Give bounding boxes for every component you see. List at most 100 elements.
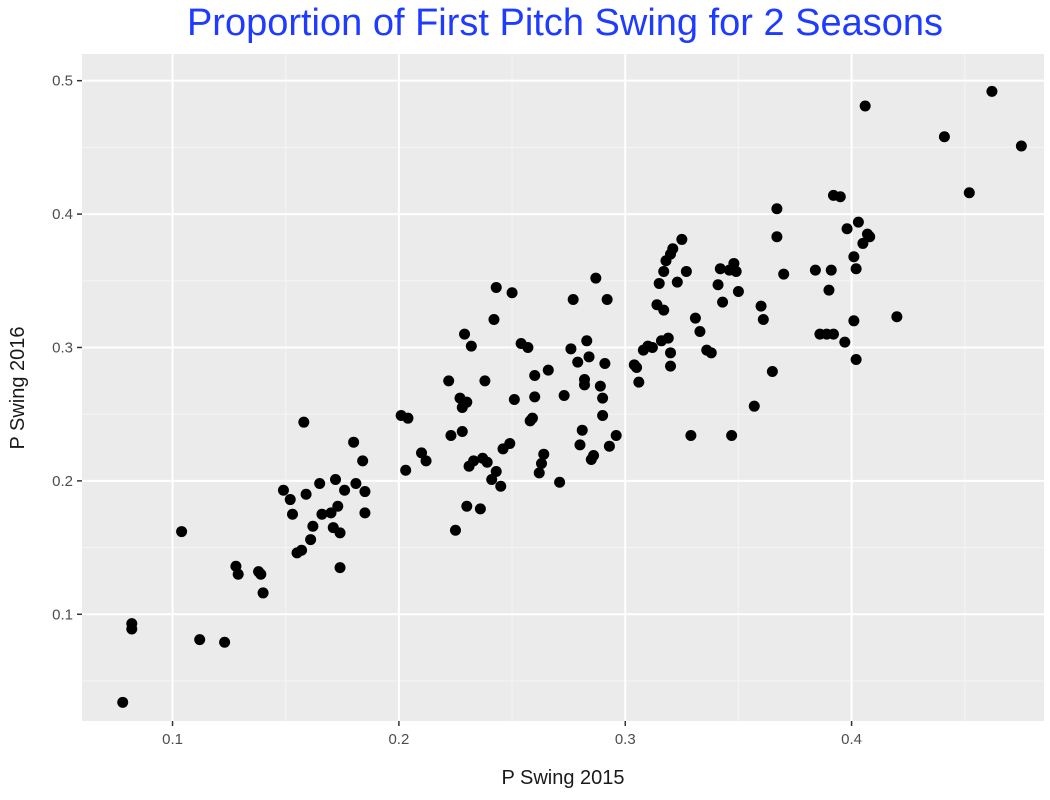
data-point	[839, 336, 851, 348]
data-point	[529, 391, 541, 403]
x-tick-label: 0.2	[388, 731, 409, 748]
data-point	[676, 233, 688, 245]
data-point	[567, 293, 579, 305]
data-point	[533, 467, 545, 479]
data-point	[646, 341, 658, 353]
data-point	[526, 412, 538, 424]
data-point	[284, 494, 296, 506]
data-point	[461, 500, 473, 512]
data-point	[481, 456, 493, 468]
minor-gridlines	[82, 54, 1044, 721]
data-point	[232, 568, 244, 580]
y-tick-label: 0.5	[52, 73, 73, 90]
data-point	[465, 340, 477, 352]
data-point	[864, 231, 876, 243]
data-point	[850, 263, 862, 275]
data-point	[689, 312, 701, 324]
data-point	[766, 365, 778, 377]
data-point	[325, 507, 337, 519]
data-point	[316, 508, 328, 520]
y-tick-label: 0.3	[52, 339, 73, 356]
data-point	[662, 332, 674, 344]
data-point	[757, 313, 769, 325]
data-point	[334, 562, 346, 574]
data-point	[486, 474, 498, 486]
data-point	[474, 503, 486, 515]
data-point	[848, 251, 860, 263]
data-point	[416, 447, 428, 459]
data-point	[583, 351, 595, 363]
data-point	[717, 296, 729, 308]
data-point	[348, 436, 360, 448]
data-point	[590, 272, 602, 284]
data-point	[857, 237, 869, 249]
data-point	[579, 379, 591, 391]
data-point	[601, 293, 613, 305]
data-point	[597, 392, 609, 404]
data-point	[685, 430, 697, 442]
data-point	[712, 279, 724, 291]
data-point	[938, 131, 950, 143]
data-point	[490, 466, 502, 478]
data-point	[488, 313, 500, 325]
data-point	[841, 223, 853, 235]
data-point	[848, 315, 860, 327]
x-axis-tick-labels: 0.1 0.2 0.3 0.4	[162, 731, 862, 748]
data-point	[771, 203, 783, 215]
data-point	[825, 264, 837, 276]
data-point	[705, 347, 717, 359]
data-point	[778, 268, 790, 280]
data-point	[748, 400, 760, 412]
data-point	[852, 216, 864, 228]
y-axis-tick-labels: 0.1 0.2 0.3 0.4 0.5	[52, 73, 73, 624]
data-point	[823, 284, 835, 296]
data-point	[490, 281, 502, 293]
data-point	[603, 440, 615, 452]
data-point	[445, 430, 457, 442]
y-tick-label: 0.1	[52, 606, 73, 623]
data-point	[610, 430, 622, 442]
data-point	[538, 448, 550, 460]
data-point	[461, 396, 473, 408]
data-point	[572, 356, 584, 368]
data-point	[834, 191, 846, 203]
data-point	[508, 394, 520, 406]
data-point	[859, 100, 871, 112]
data-point	[809, 264, 821, 276]
data-point	[307, 520, 319, 532]
data-point	[631, 361, 643, 373]
data-point	[359, 486, 371, 498]
data-point	[574, 439, 586, 451]
data-point	[891, 311, 903, 323]
x-tick-label: 0.4	[841, 731, 862, 748]
data-point	[597, 410, 609, 422]
data-point	[459, 328, 471, 340]
data-point	[658, 265, 670, 277]
data-point	[680, 265, 692, 277]
data-point	[300, 488, 312, 500]
y-axis-title: P Swing 2016	[7, 326, 29, 449]
data-point	[117, 696, 129, 708]
data-point	[963, 187, 975, 199]
data-point	[771, 231, 783, 243]
data-point	[126, 618, 138, 630]
x-tick-label: 0.3	[615, 731, 636, 748]
data-point	[850, 353, 862, 365]
data-point	[305, 534, 317, 546]
data-point	[588, 450, 600, 462]
data-point	[194, 634, 206, 646]
data-point	[665, 360, 677, 372]
data-point	[495, 480, 507, 492]
data-point	[296, 544, 308, 556]
data-point	[726, 430, 738, 442]
data-point	[176, 526, 188, 538]
data-point	[594, 380, 606, 392]
axis-tick-marks	[77, 79, 853, 726]
data-point	[400, 464, 412, 476]
data-point	[653, 277, 665, 289]
data-point	[443, 375, 455, 387]
data-point	[1015, 140, 1027, 152]
data-point	[330, 474, 342, 486]
data-point	[529, 369, 541, 381]
